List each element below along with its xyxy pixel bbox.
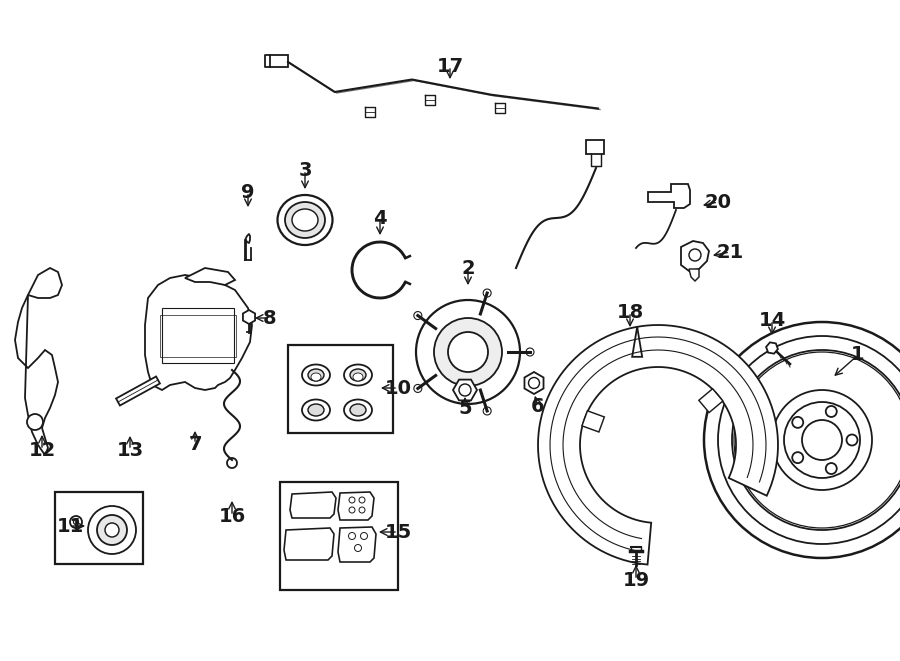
Circle shape — [349, 507, 355, 513]
Polygon shape — [338, 492, 374, 520]
Polygon shape — [145, 275, 252, 390]
Text: 16: 16 — [219, 506, 246, 525]
Polygon shape — [290, 492, 336, 518]
Ellipse shape — [344, 364, 372, 385]
Polygon shape — [582, 410, 605, 432]
Text: 12: 12 — [29, 440, 56, 459]
Text: 1: 1 — [851, 346, 865, 364]
Circle shape — [359, 507, 365, 513]
Text: 20: 20 — [705, 192, 732, 212]
Bar — [270, 55, 288, 67]
Bar — [55, 492, 143, 564]
Polygon shape — [453, 379, 477, 401]
Circle shape — [105, 523, 119, 537]
Polygon shape — [538, 325, 778, 564]
Circle shape — [528, 377, 539, 389]
Circle shape — [434, 318, 502, 386]
Circle shape — [348, 533, 356, 539]
Polygon shape — [689, 269, 699, 281]
Text: 19: 19 — [623, 570, 650, 590]
Ellipse shape — [350, 404, 366, 416]
Text: 15: 15 — [384, 522, 411, 541]
Ellipse shape — [302, 399, 330, 420]
Text: 9: 9 — [241, 182, 255, 202]
Polygon shape — [681, 241, 709, 271]
Text: 4: 4 — [374, 208, 387, 227]
Bar — [162, 308, 234, 363]
Ellipse shape — [292, 209, 318, 231]
Circle shape — [349, 497, 355, 503]
Circle shape — [483, 407, 491, 415]
Ellipse shape — [353, 373, 363, 381]
Polygon shape — [648, 184, 690, 208]
Text: 2: 2 — [461, 258, 475, 278]
Bar — [160, 315, 236, 357]
Text: 10: 10 — [384, 379, 411, 397]
Polygon shape — [243, 310, 255, 324]
Text: 6: 6 — [531, 397, 544, 416]
Text: 3: 3 — [298, 161, 311, 180]
Text: 13: 13 — [116, 440, 144, 459]
Ellipse shape — [344, 399, 372, 420]
Text: 5: 5 — [458, 399, 472, 418]
Circle shape — [359, 497, 365, 503]
Bar — [280, 482, 398, 590]
Polygon shape — [28, 268, 62, 298]
Ellipse shape — [350, 369, 366, 381]
Polygon shape — [185, 268, 235, 285]
Circle shape — [355, 545, 362, 551]
Bar — [288, 345, 393, 433]
Polygon shape — [284, 528, 334, 560]
Circle shape — [88, 506, 136, 554]
Circle shape — [483, 289, 491, 297]
Circle shape — [416, 300, 520, 404]
Polygon shape — [338, 527, 376, 562]
Circle shape — [97, 515, 127, 545]
Circle shape — [689, 249, 701, 261]
Circle shape — [361, 533, 367, 539]
Polygon shape — [116, 377, 160, 405]
Text: 8: 8 — [263, 309, 277, 327]
Polygon shape — [525, 372, 544, 394]
Text: 7: 7 — [188, 434, 202, 453]
Polygon shape — [698, 389, 723, 412]
Ellipse shape — [308, 369, 324, 381]
Text: 21: 21 — [716, 243, 743, 262]
Ellipse shape — [277, 195, 332, 245]
Circle shape — [74, 520, 78, 524]
Polygon shape — [15, 295, 58, 455]
Circle shape — [70, 516, 82, 528]
Text: 18: 18 — [616, 303, 643, 321]
Polygon shape — [766, 342, 778, 354]
Bar — [586, 140, 604, 154]
Text: 14: 14 — [759, 311, 786, 329]
Ellipse shape — [308, 404, 324, 416]
Circle shape — [448, 332, 488, 372]
Ellipse shape — [285, 202, 325, 238]
Text: 17: 17 — [436, 56, 464, 75]
Circle shape — [27, 414, 43, 430]
Circle shape — [459, 384, 471, 396]
Ellipse shape — [311, 373, 321, 381]
Polygon shape — [632, 327, 643, 357]
Circle shape — [414, 311, 422, 319]
Circle shape — [414, 385, 422, 393]
Ellipse shape — [302, 364, 330, 385]
Circle shape — [526, 348, 534, 356]
Text: 11: 11 — [57, 516, 84, 535]
